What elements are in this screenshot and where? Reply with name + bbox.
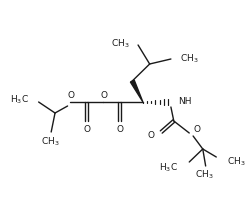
Text: CH$_3$: CH$_3$ bbox=[195, 168, 214, 180]
Text: O: O bbox=[116, 125, 123, 134]
Text: CH$_3$: CH$_3$ bbox=[227, 155, 246, 167]
Text: CH$_3$: CH$_3$ bbox=[41, 135, 60, 147]
Text: NH: NH bbox=[179, 97, 192, 106]
Text: O: O bbox=[193, 125, 200, 134]
Text: CH$_3$: CH$_3$ bbox=[111, 38, 129, 50]
Text: H$_3$C: H$_3$C bbox=[10, 93, 29, 106]
Text: O: O bbox=[68, 90, 75, 99]
Text: O: O bbox=[83, 125, 91, 134]
Text: O: O bbox=[148, 131, 155, 140]
Text: H$_3$C: H$_3$C bbox=[159, 161, 178, 173]
Text: O: O bbox=[101, 90, 108, 99]
Polygon shape bbox=[130, 81, 143, 102]
Text: CH$_3$: CH$_3$ bbox=[180, 53, 198, 65]
